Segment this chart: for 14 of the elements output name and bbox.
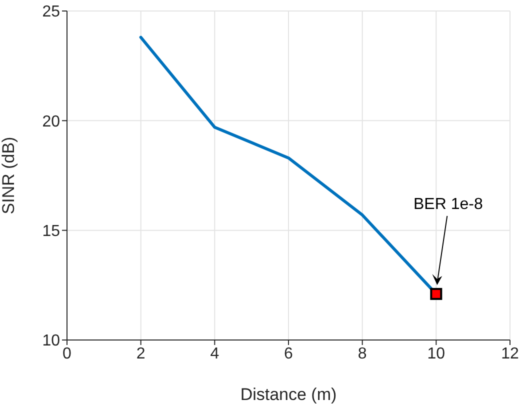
x-tick-label: 6: [284, 345, 294, 362]
x-tick-label: 2: [136, 345, 146, 362]
y-tick-label: 20: [42, 113, 60, 130]
x-tick-label: 0: [62, 345, 72, 362]
y-tick-label: 10: [42, 332, 60, 350]
x-tick-label: 12: [501, 345, 519, 362]
x-tick-label: 4: [210, 345, 220, 362]
y-axis-title: SINR (dB): [0, 136, 18, 214]
y-tick-label: 15: [42, 223, 60, 240]
x-axis-title: Distance (m): [240, 385, 337, 404]
x-tick-label: 8: [358, 345, 367, 362]
annotation: BER 1e-8: [413, 196, 483, 213]
x-tick-label: 10: [427, 345, 446, 362]
y-tick-label: 25: [42, 4, 60, 21]
